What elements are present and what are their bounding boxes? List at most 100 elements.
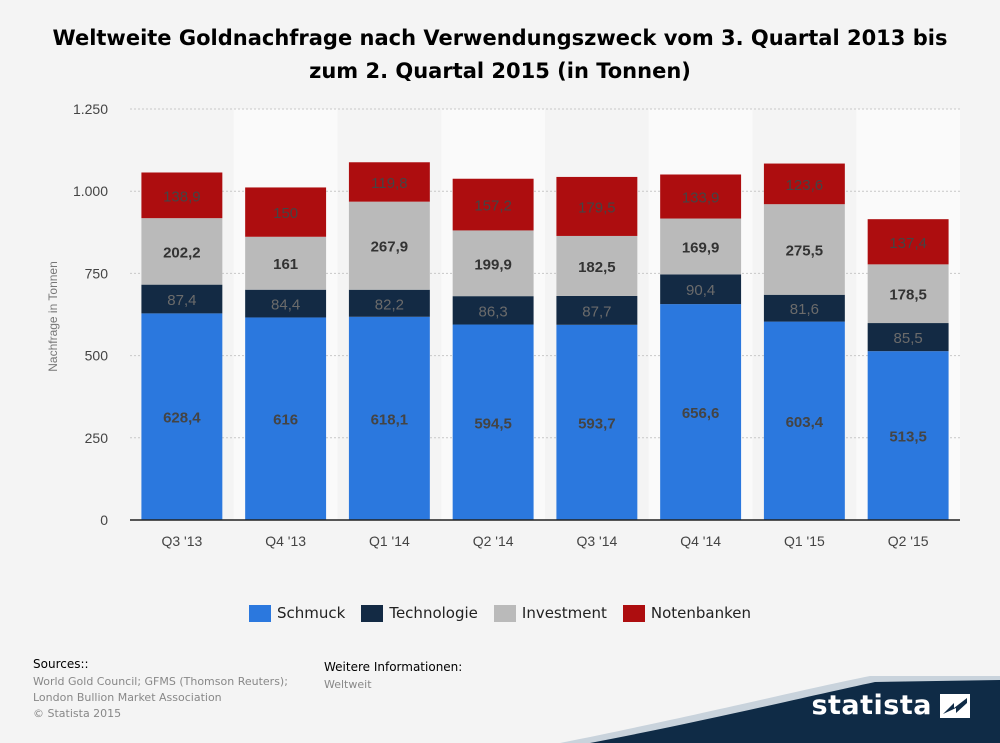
bar-segment-investment (245, 236, 327, 290)
bar-segment-notenbanken (763, 163, 845, 205)
data-label-investment: 178,5 (889, 287, 927, 304)
bar-segment-technologie (245, 289, 327, 318)
x-tick-label: Q2 '14 (473, 533, 514, 549)
bar-segment-investment (660, 218, 742, 275)
data-label-technologie: 86,3 (479, 303, 508, 320)
x-tick-label: Q4 '13 (265, 533, 306, 549)
y-tick-label: 750 (85, 265, 109, 281)
data-label-schmuck: 616 (273, 412, 298, 429)
data-label-technologie: 87,7 (582, 303, 611, 320)
bar-segment-schmuck (348, 316, 430, 520)
legend-swatch-schmuck (249, 604, 272, 622)
data-label-notenbanken: 137,4 (889, 235, 927, 252)
legend-item-schmuck[interactable]: Schmuck (249, 604, 345, 622)
data-label-notenbanken: 138,9 (163, 188, 201, 205)
data-label-investment: 182,5 (578, 259, 616, 276)
data-label-technologie: 82,2 (375, 296, 404, 313)
data-label-investment: 202,2 (163, 244, 201, 261)
data-label-technologie: 81,6 (790, 301, 819, 318)
y-axis-label: Nachfrage in Tonnen (46, 261, 60, 372)
bar-segment-schmuck (452, 324, 534, 520)
data-label-schmuck: 656,6 (682, 405, 720, 422)
data-label-investment: 169,9 (682, 239, 720, 256)
bar-segment-schmuck (867, 351, 949, 520)
data-label-investment: 199,9 (474, 256, 512, 273)
bar-segment-investment (141, 218, 223, 285)
chart-title: Weltweite Goldnachfrage nach Verwendungs… (40, 22, 960, 88)
data-label-notenbanken: 157,2 (474, 198, 512, 215)
data-label-technologie: 87,4 (167, 292, 196, 309)
bar-segment-schmuck (660, 304, 742, 520)
sources-block: Sources:: World Gold Council; GFMS (Thom… (33, 657, 288, 722)
bar-segment-notenbanken (556, 176, 638, 236)
bar-segment-notenbanken (660, 174, 742, 219)
data-label-technologie: 90,4 (686, 282, 715, 299)
chart-legend: Schmuck Technologie Investment Notenbank… (0, 604, 1000, 622)
legend-swatch-technologie (361, 604, 384, 622)
stacked-bar-chart: 0 250 500 750 1.000 1.250 Nachfrage in Tonnen 6… (46, 101, 960, 549)
data-label-notenbanken: 133,9 (682, 190, 720, 207)
chart-title-line-2: zum 2. Quartal 2015 (in Tonnen) (309, 59, 691, 83)
bar-segment-technologie (348, 289, 430, 317)
info-heading[interactable]: Weitere Informationen: (324, 660, 463, 674)
data-label-schmuck: 628,4 (163, 410, 201, 427)
bar-segment-technologie (660, 274, 742, 305)
data-label-technologie: 85,5 (894, 330, 923, 347)
y-tick-label: 250 (85, 430, 109, 446)
x-tick-label: Q1 '14 (369, 533, 410, 549)
y-tick-label: 1.000 (73, 183, 108, 199)
legend-item-investment[interactable]: Investment (493, 604, 607, 622)
bar-segment-investment (452, 230, 534, 297)
legend-swatch-notenbanken (622, 604, 645, 622)
x-tick-label: Q3 '14 (576, 533, 617, 549)
data-label-notenbanken: 150 (273, 205, 298, 222)
statista-logo[interactable]: statista (811, 690, 970, 721)
legend-label-notenbanken: Notenbanken (650, 604, 751, 622)
x-tick-label: Q2 '15 (888, 533, 929, 549)
bar-segment-schmuck (141, 313, 223, 520)
data-label-technologie: 84,4 (271, 297, 300, 314)
bar-segment-notenbanken (245, 187, 327, 237)
data-label-investment: 267,9 (371, 239, 409, 256)
data-label-notenbanken: 179,5 (578, 199, 616, 216)
bar-segment-notenbanken (867, 219, 949, 265)
legend-label-investment: Investment (521, 604, 607, 622)
legend-label-schmuck: Schmuck (277, 604, 346, 622)
data-label-schmuck: 603,4 (786, 414, 824, 431)
legend-item-notenbanken[interactable]: Notenbanken (622, 604, 751, 622)
statista-logo-icon (940, 693, 970, 718)
copyright-line: © Statista 2015 (33, 707, 122, 720)
sources-line-2: London Bullion Market Association (33, 691, 222, 704)
x-tick-label: Q4 '14 (680, 533, 721, 549)
y-tick-label: 0 (100, 512, 108, 528)
bar-segment-investment (348, 201, 430, 290)
bar-segment-investment (556, 235, 638, 296)
x-tick-label: Q1 '15 (784, 533, 825, 549)
bar-segment-technologie (867, 323, 949, 352)
data-label-schmuck: 594,5 (474, 415, 512, 432)
data-label-schmuck: 513,5 (889, 429, 927, 446)
info-block: Weitere Informationen: Weltweit (324, 660, 462, 691)
bar-segment-technologie (452, 296, 534, 325)
bar-segment-notenbanken (452, 178, 534, 231)
legend-item-technologie[interactable]: Technologie (361, 604, 478, 622)
bar-segment-technologie (141, 284, 223, 314)
data-label-investment: 275,5 (786, 242, 824, 259)
legend-swatch-investment (493, 604, 516, 622)
data-label-schmuck: 618,1 (371, 411, 409, 428)
data-label-notenbanken: 123,6 (786, 177, 824, 194)
bar-segment-technologie (556, 295, 638, 325)
bar-segment-schmuck (763, 321, 845, 520)
x-tick-label: Q3 '13 (161, 533, 202, 549)
bar-segment-technologie (763, 294, 845, 322)
y-tick-label: 1.250 (73, 101, 108, 117)
data-label-investment: 161 (273, 256, 298, 273)
bar-segment-notenbanken (348, 162, 430, 202)
info-text: Weltweit (324, 678, 372, 691)
bar-segment-notenbanken (141, 172, 223, 219)
bar-segment-schmuck (556, 324, 638, 520)
sources-heading[interactable]: Sources:: (33, 657, 89, 671)
sources-line-1: World Gold Council; GFMS (Thomson Reuter… (33, 675, 288, 688)
legend-label-technologie: Technologie (389, 604, 478, 622)
bar-segment-investment (867, 264, 949, 324)
